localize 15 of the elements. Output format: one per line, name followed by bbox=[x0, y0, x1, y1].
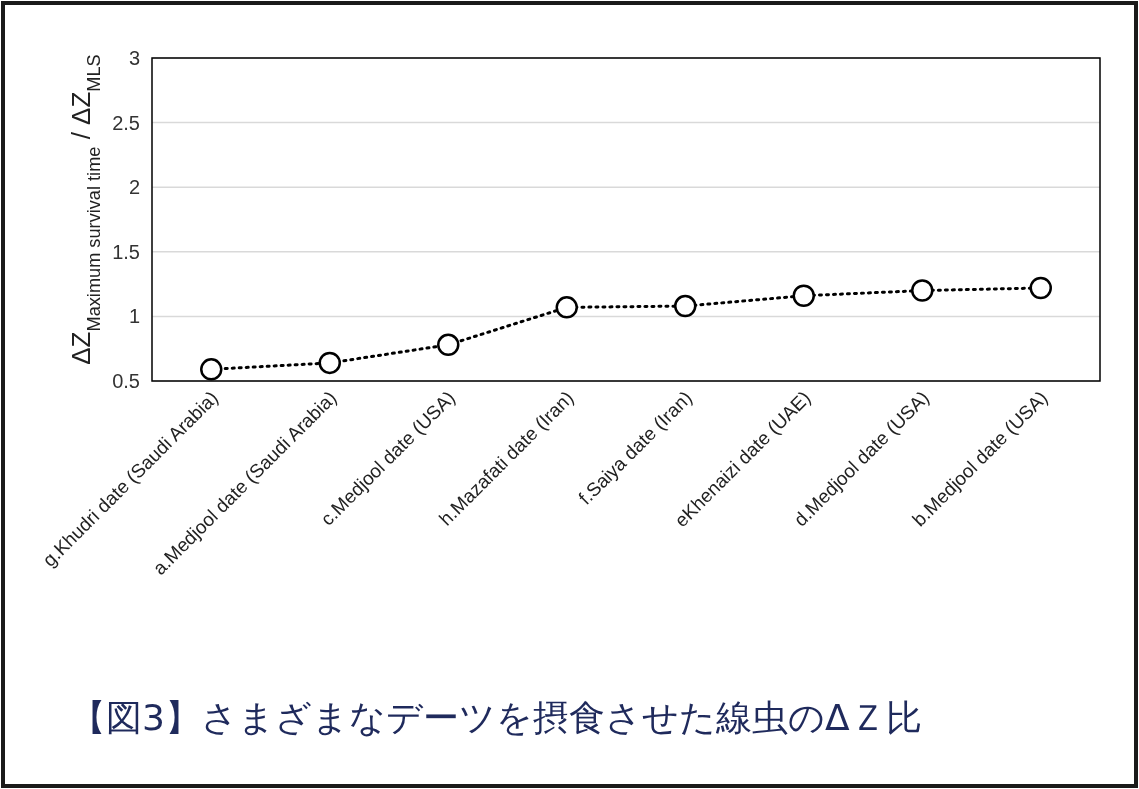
y-tick-label: 2.5 bbox=[112, 111, 140, 134]
point bbox=[1029, 276, 1052, 300]
y-tick-label: 2 bbox=[128, 176, 140, 199]
y-tick-label: 0.5 bbox=[112, 370, 140, 392]
point bbox=[792, 284, 815, 307]
point bbox=[318, 351, 341, 375]
point bbox=[674, 294, 697, 318]
point bbox=[911, 279, 934, 302]
point bbox=[437, 333, 460, 357]
y-tick-label: 3 bbox=[128, 47, 140, 69]
point bbox=[555, 296, 578, 319]
point bbox=[200, 358, 223, 381]
text: 【図3】さまざまなデーツを摂食させた線虫のΔＺ比 bbox=[70, 697, 922, 738]
y-tick-label: 1 bbox=[128, 305, 140, 328]
y-tick-label: 1.5 bbox=[112, 240, 140, 263]
